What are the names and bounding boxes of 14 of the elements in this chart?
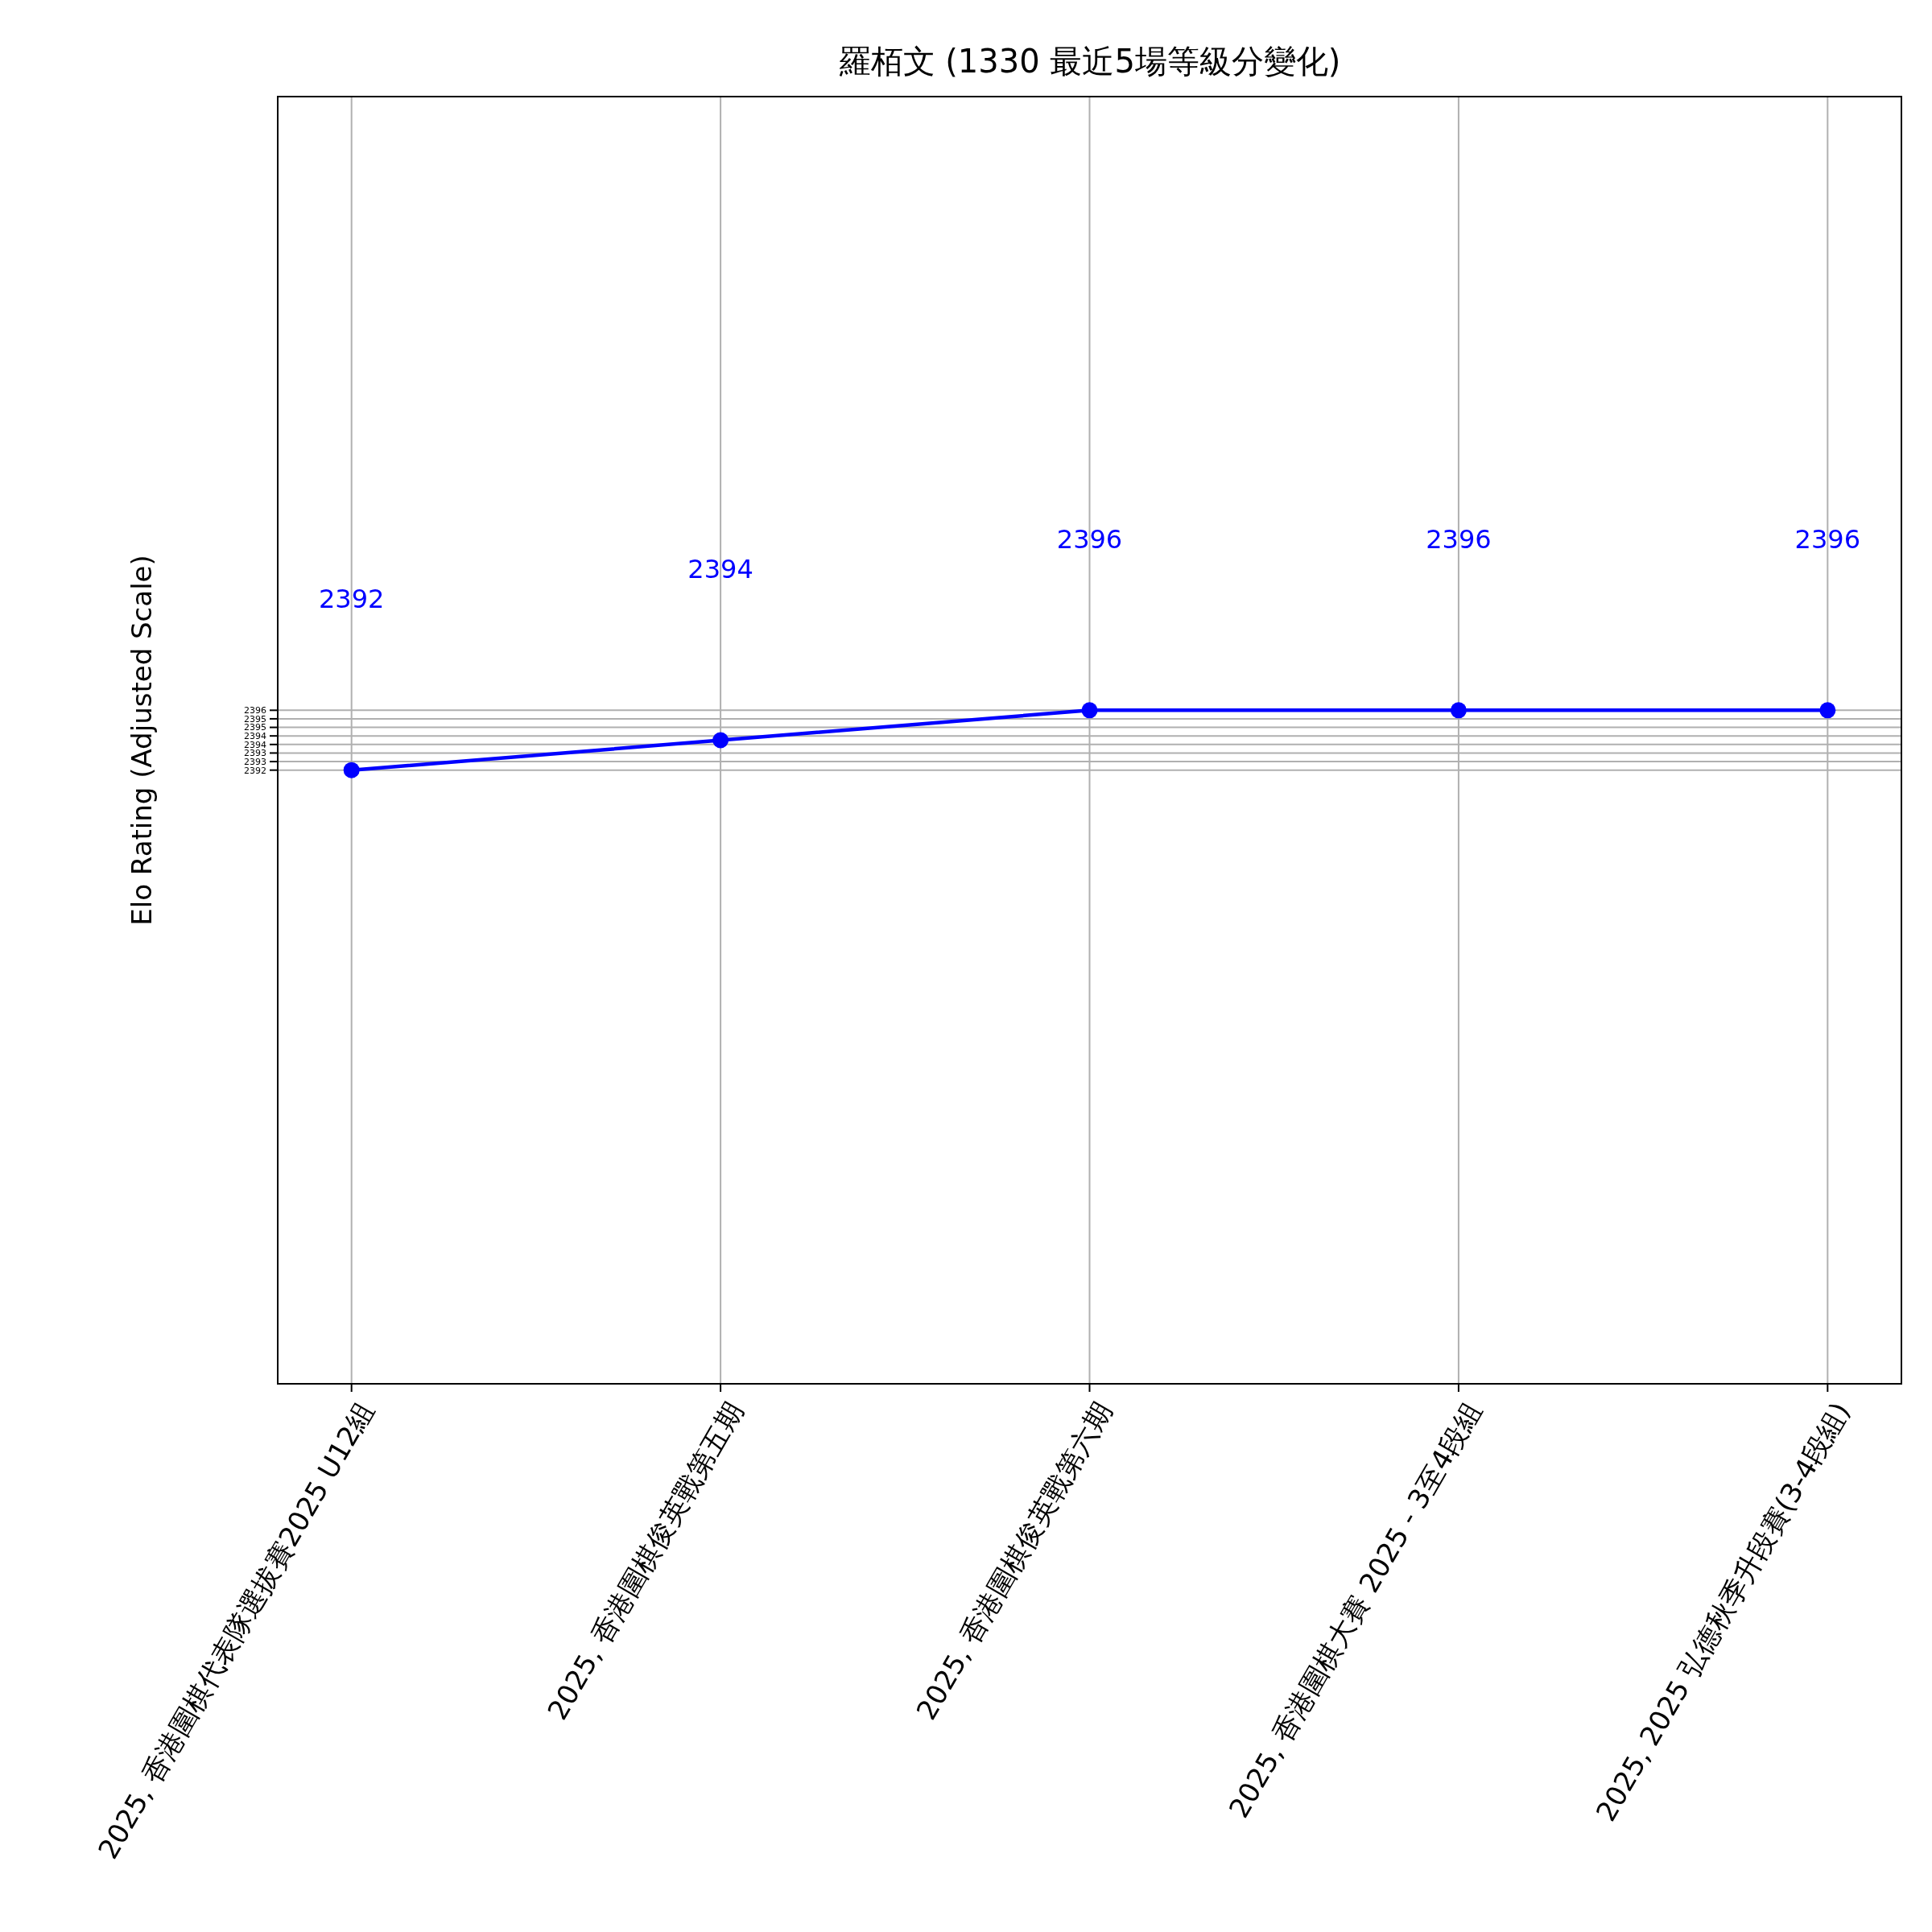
annotation: 2396 <box>1056 523 1123 555</box>
annotation: 2396 <box>1426 523 1492 555</box>
annotation: 2392 <box>318 583 385 614</box>
y-axis-title: Elo Rating (Adjusted Scale) <box>126 555 158 926</box>
y-tick-label: 2395 <box>244 722 266 733</box>
point <box>1081 702 1098 719</box>
chart-title: 羅栢文 (1330 最近5場等級分變化) <box>838 43 1341 80</box>
point <box>1450 702 1467 719</box>
y-tick-label: 2392 <box>244 765 266 776</box>
annotation: 2394 <box>687 553 753 584</box>
point <box>712 732 729 749</box>
point <box>343 762 360 778</box>
annotation: 2396 <box>1794 523 1861 555</box>
point <box>1819 702 1836 719</box>
